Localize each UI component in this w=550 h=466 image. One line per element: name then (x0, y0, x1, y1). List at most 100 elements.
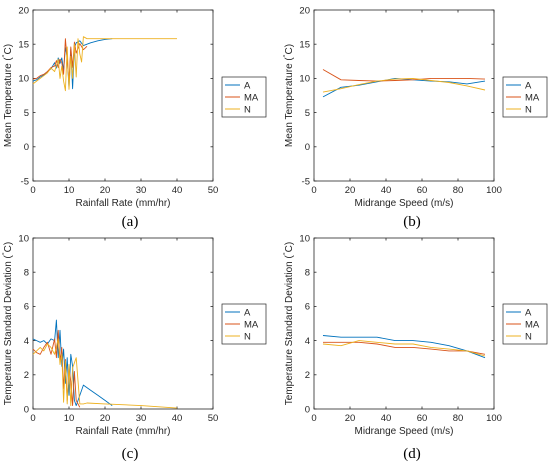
legend-label: A (525, 307, 532, 318)
x-tick-label: 60 (417, 413, 428, 424)
y-axis-label: Temperature Standard Deviation (°C) (282, 242, 295, 405)
series-line-a (322, 335, 486, 359)
legend-label: MA (525, 92, 540, 103)
series-line-ma (32, 38, 88, 83)
legend-label: A (244, 307, 251, 318)
y-axis-label: Temperature Standard Deviation (°C) (1, 242, 14, 405)
x-tick-label: 20 (345, 185, 356, 196)
y-tick-label: -5 (21, 176, 29, 187)
x-tick-label: 10 (64, 185, 75, 196)
y-axis-label: Mean Temperature (°C) (282, 44, 295, 147)
y-axis-label-text: Mean Temperature ( (284, 57, 295, 148)
y-tick-label: 0 (305, 142, 310, 153)
x-tick-label: 40 (381, 413, 392, 424)
series-line-n (32, 36, 177, 92)
x-tick-label: 40 (172, 185, 183, 196)
y-axis-label-text: Temperature Standard Deviation ( (284, 254, 295, 405)
y-tick-label: 15 (299, 40, 310, 51)
legend-label: MA (244, 92, 259, 103)
x-tick-label: 0 (30, 413, 35, 424)
degree-symbol: ° (1, 54, 9, 57)
x-tick-label: 20 (345, 413, 356, 424)
plot-area (313, 237, 495, 410)
y-axis-label-unit: C) (3, 242, 14, 253)
x-axis-label: Rainfall Rate (mm/hr) (75, 198, 170, 209)
x-tick-label: 10 (64, 413, 75, 424)
x-tick-label: 40 (381, 185, 392, 196)
x-tick-label: 50 (208, 413, 219, 424)
plot-area (32, 9, 214, 182)
x-tick-label: 60 (417, 185, 428, 196)
y-tick-label: 8 (24, 268, 29, 279)
y-tick-label: 10 (299, 74, 310, 85)
x-tick-label: 30 (136, 185, 147, 196)
y-tick-label: 2 (305, 370, 310, 381)
panel-caption: (c) (122, 446, 139, 462)
x-tick-label: 0 (30, 185, 35, 196)
plot-area (32, 237, 214, 410)
x-tick-label: 80 (453, 185, 464, 196)
y-axis-label-unit: C) (284, 242, 295, 253)
legend-label: N (525, 104, 532, 115)
legend-label: N (244, 104, 251, 115)
panel-caption: (b) (403, 214, 421, 230)
legend-label: N (525, 331, 532, 342)
x-axis-label: Rainfall Rate (mm/hr) (75, 426, 170, 437)
degree-symbol: ° (282, 252, 290, 255)
caption-text: (b) (403, 214, 421, 230)
series-line-ma (32, 329, 81, 408)
y-tick-label: 6 (305, 302, 310, 313)
y-tick-label: 2 (24, 370, 29, 381)
x-tick-label: 30 (136, 413, 147, 424)
y-tick-label: 0 (24, 404, 29, 415)
x-tick-label: 100 (486, 413, 502, 424)
y-tick-label: 5 (24, 108, 29, 119)
panel-caption: (a) (122, 214, 139, 230)
series-line-n (322, 340, 486, 357)
y-tick-label: 4 (24, 336, 29, 347)
series-line-n (322, 77, 486, 93)
degree-symbol: ° (282, 54, 290, 57)
y-tick-label: 10 (299, 233, 310, 244)
y-tick-label: 8 (305, 268, 310, 279)
y-tick-label: 4 (305, 336, 310, 347)
caption-text: (c) (122, 446, 139, 462)
plot-area (313, 9, 495, 182)
legend-label: A (244, 80, 251, 91)
y-axis-label-unit: C) (3, 44, 14, 55)
chart-panel-4: 0 20 40 60 80 100 0 2 4 6 8 10 Midrange Speed (m/s) T… (282, 233, 548, 462)
series-line-ma (322, 69, 486, 82)
x-tick-label: 100 (486, 185, 502, 196)
x-axis-label: Midrange Speed (m/s) (355, 426, 454, 437)
y-tick-label: 10 (18, 233, 29, 244)
y-axis-label-text: Temperature Standard Deviation ( (3, 254, 14, 405)
degree-symbol: ° (1, 252, 9, 255)
y-tick-label: 20 (18, 5, 29, 16)
y-axis-label-text: Mean Temperature ( (3, 57, 14, 148)
y-tick-label: 20 (299, 5, 310, 16)
x-tick-label: 50 (208, 185, 219, 196)
legend-label: MA (244, 319, 259, 330)
legend-label: N (244, 331, 251, 342)
legend-label: A (525, 80, 532, 91)
y-tick-label: 15 (18, 40, 29, 51)
y-tick-label: 0 (305, 404, 310, 415)
y-tick-label: 0 (24, 142, 29, 153)
x-axis-label: Midrange Speed (m/s) (355, 198, 454, 209)
y-tick-label: -5 (302, 176, 310, 187)
x-tick-label: 20 (100, 413, 111, 424)
legend-box (221, 76, 267, 118)
y-axis-label-unit: C) (284, 44, 295, 55)
x-tick-label: 0 (311, 413, 316, 424)
panel-caption: (d) (403, 446, 421, 462)
x-tick-label: 40 (172, 413, 183, 424)
caption-text: (d) (403, 446, 421, 462)
